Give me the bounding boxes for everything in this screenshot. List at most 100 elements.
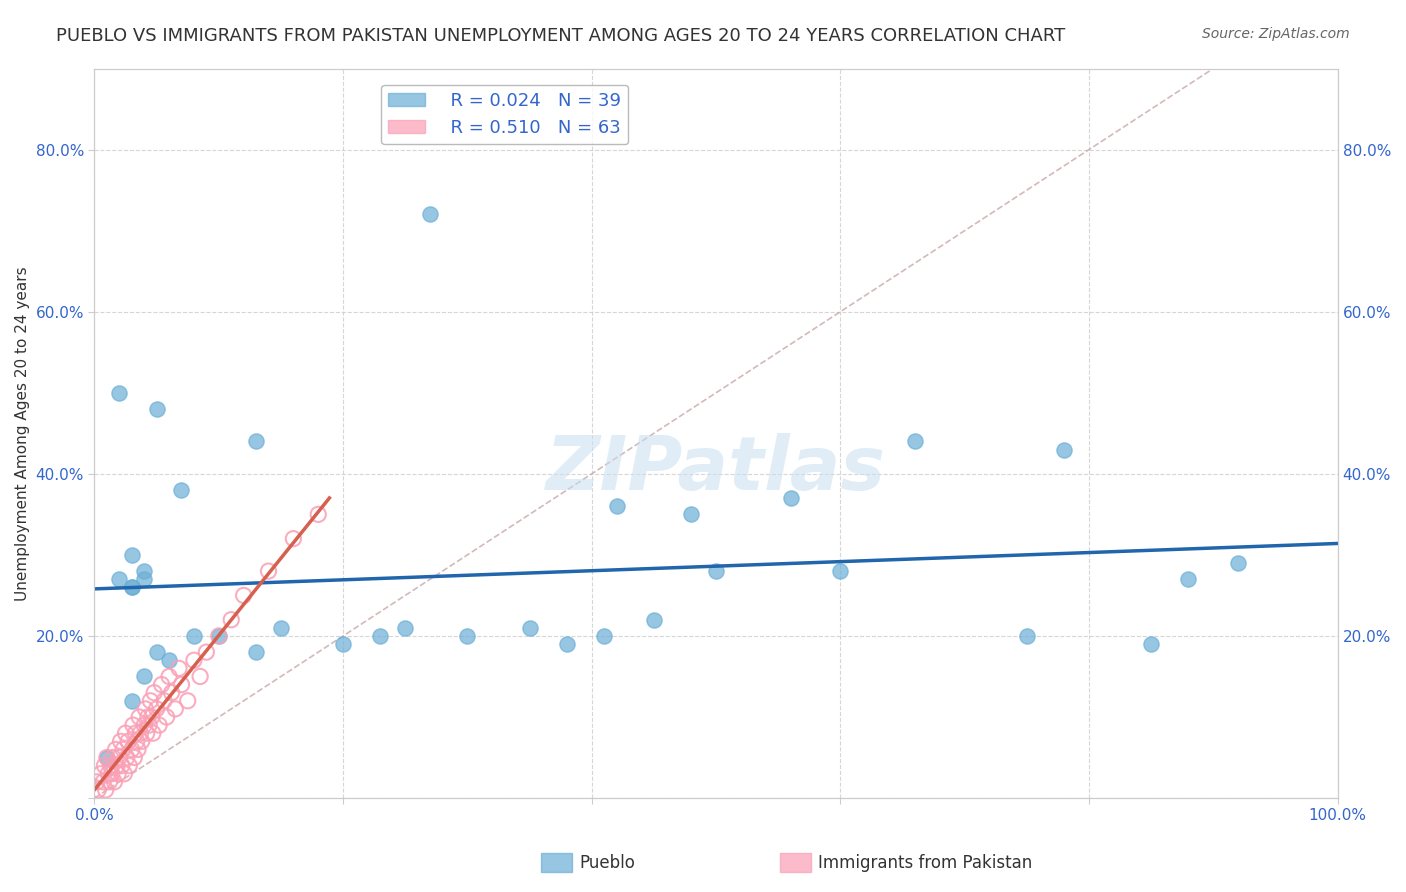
Point: [643, 613, 665, 627]
Point: [456, 629, 478, 643]
Point: [93, 758, 115, 772]
Point: [270, 621, 292, 635]
Point: [97, 766, 120, 780]
Point: [101, 750, 124, 764]
Point: [165, 702, 187, 716]
Point: [283, 532, 305, 546]
Point: [208, 629, 231, 643]
Point: [1227, 556, 1250, 570]
Point: [110, 734, 132, 748]
Point: [160, 686, 183, 700]
Point: [108, 572, 131, 586]
Point: [143, 686, 166, 700]
Point: [91, 775, 114, 789]
Point: [125, 734, 148, 748]
Point: [129, 726, 152, 740]
Point: [157, 669, 180, 683]
Point: [195, 645, 218, 659]
Point: [105, 758, 128, 772]
Point: [170, 483, 193, 497]
Point: [114, 726, 136, 740]
Point: [157, 653, 180, 667]
Point: [121, 742, 143, 756]
Point: [139, 694, 162, 708]
Point: [108, 385, 131, 400]
Point: [86, 775, 108, 789]
Point: [208, 629, 231, 643]
Point: [128, 710, 150, 724]
Point: [103, 775, 125, 789]
Text: ZIPatlas: ZIPatlas: [546, 434, 886, 507]
Point: [134, 572, 156, 586]
Point: [107, 766, 129, 780]
Point: [1177, 572, 1199, 586]
Point: [145, 702, 167, 716]
Point: [307, 508, 329, 522]
Point: [90, 766, 112, 780]
Text: Pueblo: Pueblo: [579, 854, 636, 871]
Point: [1053, 442, 1076, 457]
Point: [96, 750, 118, 764]
Point: [124, 726, 146, 740]
Point: [101, 766, 124, 780]
Point: [138, 718, 160, 732]
Point: [1015, 629, 1038, 643]
Point: [419, 207, 441, 221]
Point: [394, 621, 416, 635]
Point: [122, 750, 145, 764]
Point: [145, 645, 167, 659]
Point: [593, 629, 616, 643]
Point: [519, 621, 541, 635]
Y-axis label: Unemployment Among Ages 20 to 24 years: Unemployment Among Ages 20 to 24 years: [15, 266, 30, 600]
Point: [134, 669, 156, 683]
Point: [681, 508, 703, 522]
Point: [150, 677, 173, 691]
Point: [332, 637, 354, 651]
Point: [142, 726, 165, 740]
Point: [121, 580, 143, 594]
Point: [136, 710, 159, 724]
Point: [153, 694, 176, 708]
Point: [127, 742, 149, 756]
Point: [112, 766, 135, 780]
Point: [704, 564, 727, 578]
Legend:   R = 0.024   N = 39,   R = 0.510   N = 63: R = 0.024 N = 39, R = 0.510 N = 63: [381, 85, 628, 145]
Point: [87, 783, 110, 797]
Point: [830, 564, 852, 578]
Point: [188, 669, 211, 683]
Point: [904, 434, 927, 449]
Point: [94, 783, 117, 797]
Point: [779, 491, 801, 505]
Point: [121, 548, 143, 562]
Point: [100, 758, 122, 772]
Point: [370, 629, 392, 643]
Point: [145, 401, 167, 416]
Point: [121, 694, 143, 708]
Point: [245, 645, 267, 659]
Point: [112, 742, 135, 756]
Point: [183, 653, 205, 667]
Point: [122, 718, 145, 732]
Point: [232, 589, 254, 603]
Point: [167, 661, 190, 675]
Point: [134, 718, 156, 732]
Point: [148, 718, 170, 732]
Point: [121, 580, 143, 594]
Point: [177, 694, 200, 708]
Point: [131, 734, 153, 748]
Point: [257, 564, 280, 578]
Point: [96, 750, 118, 764]
Point: [118, 758, 141, 772]
Point: [183, 629, 205, 643]
Point: [117, 734, 139, 748]
Text: PUEBLO VS IMMIGRANTS FROM PAKISTAN UNEMPLOYMENT AMONG AGES 20 TO 24 YEARS CORREL: PUEBLO VS IMMIGRANTS FROM PAKISTAN UNEMP…: [56, 27, 1066, 45]
Point: [245, 434, 267, 449]
Point: [555, 637, 578, 651]
Point: [134, 564, 156, 578]
Point: [135, 726, 157, 740]
Point: [155, 710, 177, 724]
Point: [98, 775, 121, 789]
Point: [134, 702, 156, 716]
Point: [170, 677, 193, 691]
Point: [108, 750, 131, 764]
